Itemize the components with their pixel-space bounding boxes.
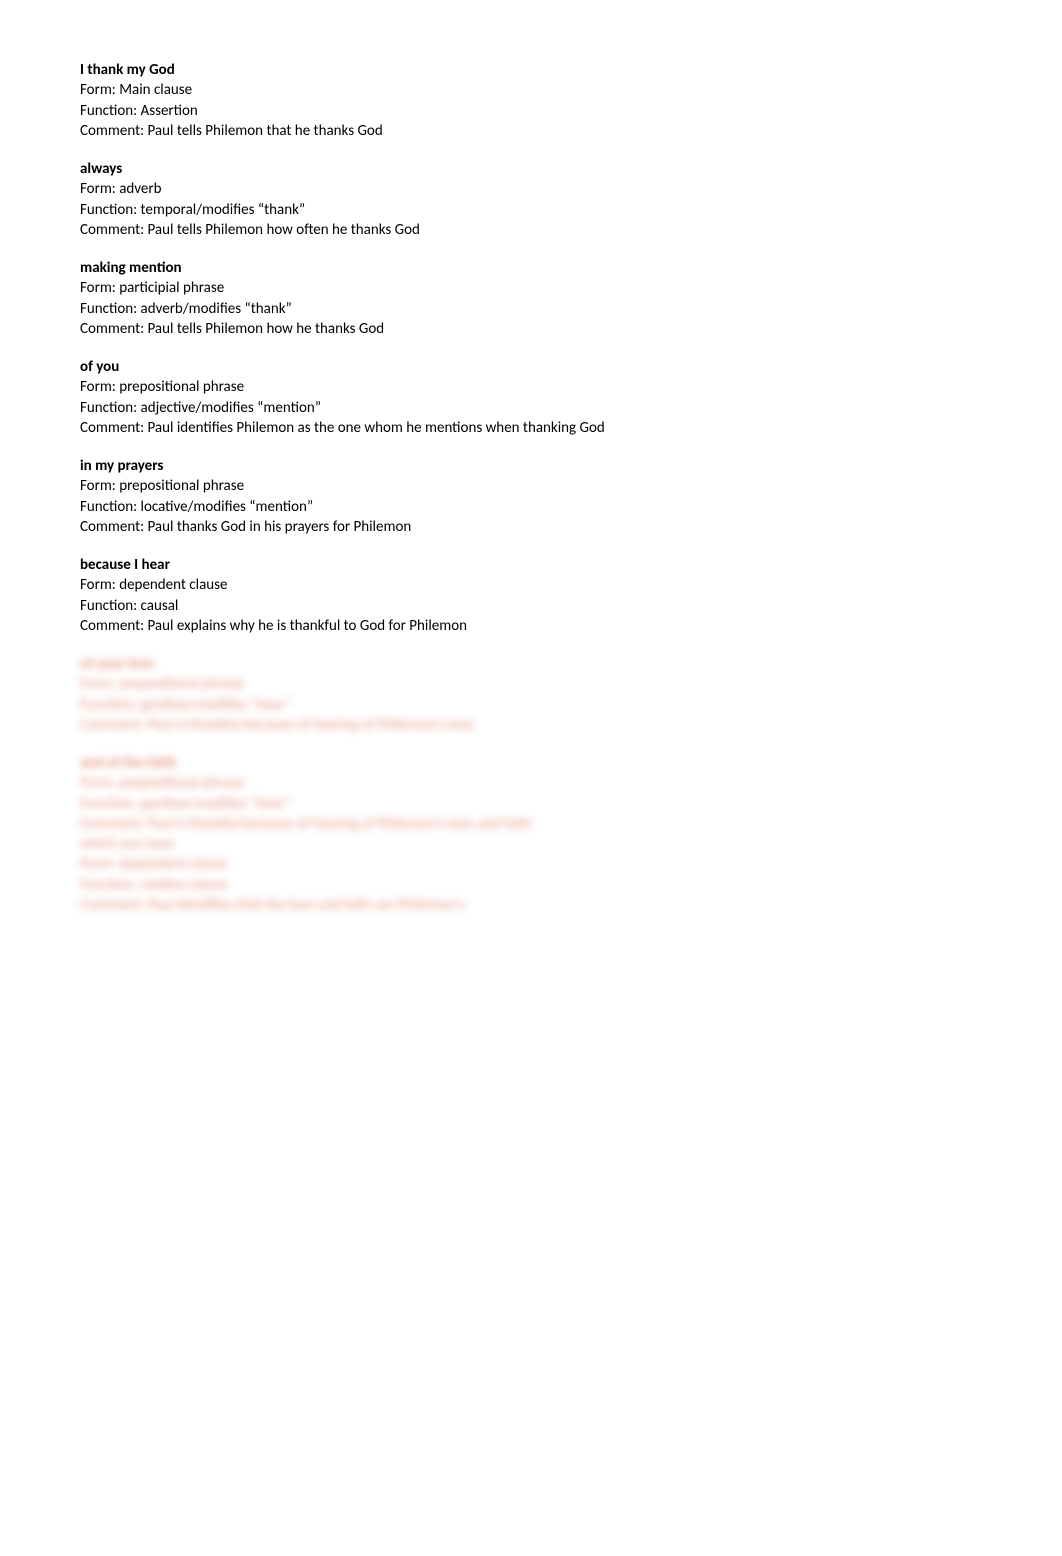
section: I thank my God Form: Main clause Functio… [80, 60, 982, 141]
blurred-line: Comment: Paul is thankful because of hea… [80, 814, 982, 834]
section-heading: because I hear [80, 555, 982, 575]
blurred-section: of your love Form: prepositional phrase … [80, 654, 982, 735]
section-function: Function: adjective/modifies “mention” [80, 398, 982, 418]
section-comment: Comment: Paul tells Philemon that he tha… [80, 121, 982, 141]
section-form: Form: prepositional phrase [80, 476, 982, 496]
section-form: Form: dependent clause [80, 575, 982, 595]
blurred-line: Function: relative clause [80, 875, 982, 895]
section-function: Function: adverb/modifies “thank” [80, 299, 982, 319]
document-body: I thank my God Form: Main clause Functio… [80, 60, 982, 915]
section-form: Form: adverb [80, 179, 982, 199]
section-heading: I thank my God [80, 60, 982, 80]
blurred-line: Form: prepositional phrase [80, 674, 982, 694]
section-form: Form: Main clause [80, 80, 982, 100]
section: because I hear Form: dependent clause Fu… [80, 555, 982, 636]
section-function: Function: causal [80, 596, 982, 616]
section-form: Form: participial phrase [80, 278, 982, 298]
section-comment: Comment: Paul identifies Philemon as the… [80, 418, 982, 438]
section-heading: in my prayers [80, 456, 982, 476]
section-function: Function: temporal/modifies “thank” [80, 200, 982, 220]
blurred-line: Comment: Paul is thankful because of hea… [80, 715, 982, 735]
blurred-line: Comment: Paul identifies that the love a… [80, 895, 982, 915]
section-comment: Comment: Paul tells Philemon how he than… [80, 319, 982, 339]
section-comment: Comment: Paul explains why he is thankfu… [80, 616, 982, 636]
section-heading: making mention [80, 258, 982, 278]
blurred-line: Form: dependent clause [80, 854, 982, 874]
section-comment: Comment: Paul tells Philemon how often h… [80, 220, 982, 240]
blurred-line: Function: genitive/modifies “hear” [80, 794, 982, 814]
section: making mention Form: participial phrase … [80, 258, 982, 339]
section: always Form: adverb Function: temporal/m… [80, 159, 982, 240]
section-function: Function: locative/modifies “mention” [80, 497, 982, 517]
section-heading: of you [80, 357, 982, 377]
blurred-heading: and of the faith [80, 753, 982, 773]
blurred-section: and of the faith Form: prepositional phr… [80, 753, 982, 915]
section-comment: Comment: Paul thanks God in his prayers … [80, 517, 982, 537]
section-form: Form: prepositional phrase [80, 377, 982, 397]
section-heading: always [80, 159, 982, 179]
section: in my prayers Form: prepositional phrase… [80, 456, 982, 537]
blurred-heading: of your love [80, 654, 982, 674]
section-function: Function: Assertion [80, 101, 982, 121]
blurred-line: Form: prepositional phrase [80, 773, 982, 793]
blurred-line: which you have [80, 834, 982, 854]
section: of you Form: prepositional phrase Functi… [80, 357, 982, 438]
blurred-line: Function: genitive/modifies “hear” [80, 695, 982, 715]
